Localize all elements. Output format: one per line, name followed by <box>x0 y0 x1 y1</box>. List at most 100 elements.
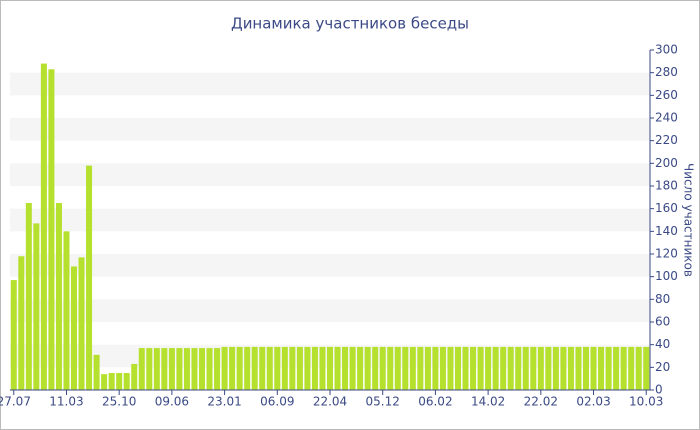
bar <box>522 346 529 390</box>
bar <box>55 203 62 390</box>
x-tick-label: 11.03 <box>49 395 83 409</box>
bar <box>462 346 469 390</box>
bar <box>108 373 115 390</box>
bar <box>93 354 100 390</box>
bar <box>304 346 311 390</box>
y-tick-label: 220 <box>655 133 678 147</box>
bar <box>70 266 78 390</box>
bar <box>131 363 138 390</box>
grid-band <box>10 254 650 277</box>
bar <box>214 348 221 390</box>
bar <box>296 346 303 390</box>
bar <box>515 346 522 390</box>
y-tick-label: 200 <box>655 156 678 170</box>
bar <box>424 346 431 390</box>
bar <box>236 346 243 390</box>
y-tick-label: 60 <box>655 315 670 329</box>
x-tick-label: 27.07 <box>0 395 31 409</box>
bar <box>530 346 537 390</box>
bar <box>500 346 507 390</box>
bar <box>477 346 484 390</box>
grid-band <box>10 118 650 141</box>
y-tick-label: 160 <box>655 201 678 215</box>
bar <box>643 346 650 390</box>
bar <box>402 346 409 390</box>
y-tick-label: 300 <box>655 43 678 57</box>
bar <box>507 346 514 390</box>
bar <box>86 165 93 390</box>
bar <box>266 346 273 390</box>
bar <box>18 256 25 390</box>
grid-band <box>10 72 650 96</box>
bar <box>454 346 462 390</box>
bar <box>326 346 334 390</box>
x-tick-label: 25.10 <box>102 395 136 409</box>
bar <box>161 348 168 390</box>
y-tick-label: 100 <box>655 269 678 283</box>
bar <box>439 346 446 390</box>
bar <box>244 346 251 390</box>
bar <box>198 348 206 390</box>
y-tick-label: 140 <box>655 224 678 238</box>
bar <box>10 280 17 390</box>
grid-band <box>10 208 650 232</box>
y-tick-label: 240 <box>655 111 678 125</box>
bar <box>221 346 228 390</box>
bar <box>537 346 544 390</box>
x-tick-label: 06.02 <box>418 395 452 409</box>
y-tick-label: 80 <box>655 292 670 306</box>
bar <box>492 346 499 390</box>
bar <box>78 257 85 390</box>
x-tick-label: 10.03 <box>629 395 663 409</box>
bar <box>613 346 620 390</box>
bar <box>101 374 108 390</box>
bar <box>620 346 627 390</box>
x-tick-label: 22.02 <box>524 395 558 409</box>
bar <box>628 346 635 390</box>
bar <box>432 346 439 390</box>
x-tick-label: 22.04 <box>313 395 347 409</box>
bar <box>590 346 597 390</box>
bar <box>281 346 288 390</box>
bar <box>25 203 32 390</box>
bar <box>349 346 356 390</box>
bar <box>575 346 582 390</box>
bar <box>417 346 424 390</box>
bar <box>560 346 567 390</box>
x-tick-label: 02.03 <box>576 395 610 409</box>
bar <box>176 348 183 390</box>
grid-band <box>10 299 650 322</box>
bar <box>183 348 190 390</box>
bar <box>447 346 454 390</box>
bar <box>598 346 605 390</box>
bar <box>274 346 281 390</box>
bar <box>191 348 198 390</box>
bar <box>33 223 40 390</box>
y-tick-label: 40 <box>655 337 670 351</box>
bar <box>116 373 123 390</box>
bar <box>409 346 416 390</box>
bar <box>552 346 559 390</box>
grid-band <box>10 163 650 186</box>
bar <box>123 373 130 390</box>
y-axis-title: Число участников <box>682 163 696 277</box>
bar <box>311 346 318 390</box>
bar <box>334 346 341 390</box>
bar <box>394 346 401 390</box>
bar <box>48 69 55 391</box>
bar <box>342 346 349 390</box>
x-tick-label: 09.06 <box>155 395 189 409</box>
y-tick-label: 280 <box>655 65 678 79</box>
bar <box>635 346 642 390</box>
bar <box>357 346 364 390</box>
y-tick-label: 260 <box>655 88 678 102</box>
x-tick-label: 14.02 <box>471 395 505 409</box>
bar <box>251 346 258 390</box>
bar <box>259 346 266 390</box>
bar <box>153 348 160 390</box>
bar <box>168 348 175 390</box>
bar <box>229 346 236 390</box>
bar <box>364 346 371 390</box>
bar <box>582 346 590 390</box>
